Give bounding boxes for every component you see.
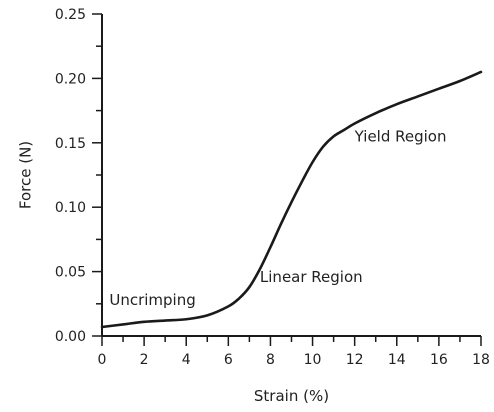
x-tick-label: 2 (140, 352, 149, 368)
y-tick-label: 0.10 (55, 200, 86, 216)
annotations: Uncrimping Linear Region Yield Region (109, 128, 446, 310)
x-tick-label: 12 (346, 352, 364, 368)
x-tick-label: 10 (304, 352, 322, 368)
x-tick-label: 16 (430, 352, 448, 368)
y-tick-label: 0.20 (55, 71, 86, 87)
annotation-label: Uncrimping (109, 291, 195, 309)
y-tick-label: 0.00 (55, 329, 86, 345)
annotation-label: Linear Region (260, 268, 363, 286)
tick-marks (92, 13, 482, 346)
annotation-label: Yield Region (354, 128, 447, 146)
x-tick-label: 14 (388, 352, 406, 368)
force-strain-curve (100, 70, 483, 329)
y-axis-title: Force (N) (17, 141, 35, 209)
tick-labels: 0 2 4 6 8 10 12 14 16 18 0.00 0.05 0.10 0.15 0.20 0.25 (55, 7, 490, 368)
x-tick-label: 4 (182, 352, 191, 368)
y-tick-label: 0.25 (55, 7, 86, 23)
y-tick-label: 0.05 (55, 265, 86, 281)
axes (101, 14, 481, 337)
x-tick-label: 8 (266, 352, 275, 368)
y-tick-label: 0.15 (55, 136, 86, 152)
x-tick-label: 18 (472, 352, 490, 368)
x-tick-label: 0 (98, 352, 107, 368)
x-axis-title: Strain (%) (254, 387, 329, 405)
x-tick-label: 6 (224, 352, 233, 368)
